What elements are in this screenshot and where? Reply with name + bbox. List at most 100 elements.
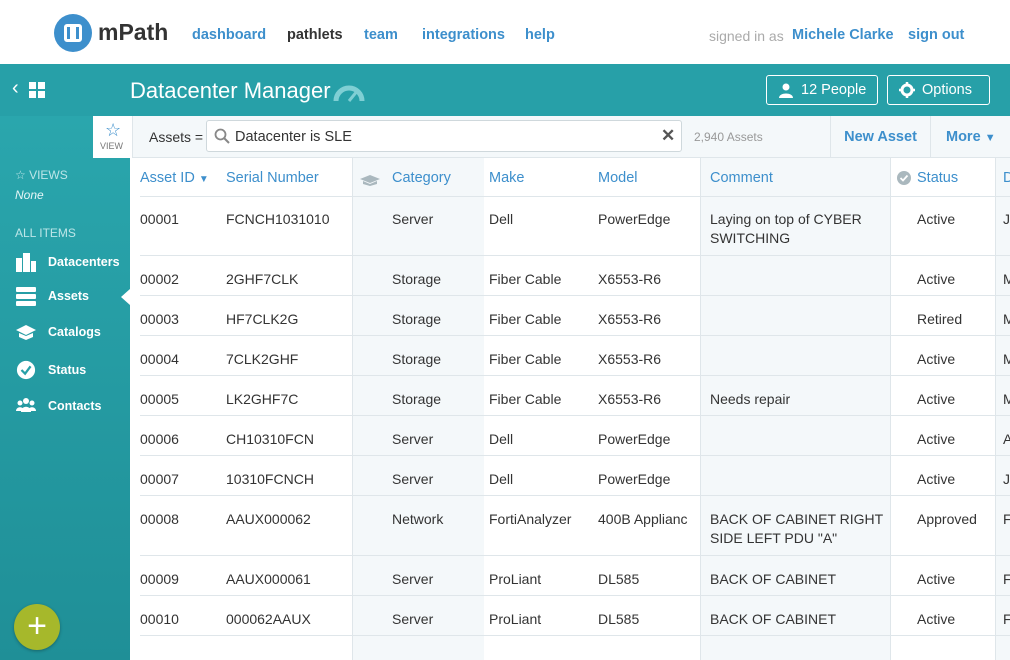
cell-d: M [1003, 391, 1010, 407]
nav-dashboard[interactable]: dashboard [192, 27, 267, 43]
cell-serial: 7CLK2GHF [226, 351, 299, 367]
column-divider [352, 158, 353, 660]
cell-make: Fiber Cable [489, 271, 562, 287]
sidebar-item-assets[interactable]: Assets [0, 281, 130, 311]
view-button[interactable]: ☆ VIEW [93, 116, 133, 158]
cell-serial: FCNCH1031010 [226, 211, 330, 227]
column-header-make[interactable]: Make [489, 170, 525, 186]
nav-integrations[interactable]: integrations [422, 27, 505, 43]
app-name[interactable]: mPath [98, 19, 169, 45]
app-grid-icon[interactable] [29, 82, 45, 98]
column-header-comment[interactable]: Comment [710, 170, 773, 186]
column-divider [700, 158, 701, 660]
sidebar-item-label: Catalogs [48, 325, 101, 339]
cell-make: Fiber Cable [489, 311, 562, 327]
page-title: Datacenter Manager [130, 78, 331, 103]
new-asset-button[interactable]: New Asset [830, 116, 930, 158]
cell-d: J( [1003, 211, 1010, 227]
cell-asset-id: 00005 [140, 391, 179, 407]
people-icon [16, 398, 36, 412]
table-row[interactable]: 00010 000062AAUX Server ProLiant DL585 BACK O… [140, 596, 1010, 636]
people-button-label: 12 People [801, 82, 867, 98]
search-input[interactable]: Datacenter is SLE ✕ [206, 120, 682, 152]
cell-d: F [1003, 511, 1010, 527]
cell-model: DL585 [598, 611, 640, 627]
assets-table: Asset ID ▼ Serial Number Category Make M… [130, 158, 1010, 660]
clear-search-icon[interactable]: ✕ [661, 126, 676, 145]
cell-status: Active [917, 391, 956, 407]
sidebar: ☆ VIEWS None ALL ITEMS Datacenters Asset… [0, 116, 130, 660]
cell-status: Active [917, 211, 956, 227]
cell-status: Active [917, 351, 956, 367]
sign-out-link[interactable]: sign out [908, 27, 965, 43]
cell-d: M [1003, 351, 1010, 367]
cell-make: Dell [489, 471, 514, 487]
table-row[interactable]: 00006 CH10310FCN Server Dell PowerEdge Active… [140, 416, 1010, 456]
cell-make: Fiber Cable [489, 351, 562, 367]
chevron-down-icon: ▼ [984, 132, 996, 144]
cell-comment: BACK OF CABINET RIGHT SIDE LEFT PDU "A" [710, 511, 883, 546]
user-name-link[interactable]: Michele Clarke [792, 27, 894, 43]
back-chevron-icon[interactable]: ‹ [12, 77, 19, 99]
column-band [352, 158, 484, 660]
column-header-d[interactable]: D [1003, 170, 1010, 186]
mpath-logo-icon[interactable] [54, 14, 92, 52]
views-value[interactable]: None [15, 188, 44, 202]
cell-category: Server [392, 611, 434, 627]
views-heading: ☆ VIEWS [15, 168, 68, 182]
cell-status: Active [917, 571, 956, 587]
sidebar-item-catalogs[interactable]: Catalogs [0, 317, 130, 347]
sidebar-item-status[interactable]: Status [0, 355, 130, 385]
check-circle-icon [16, 360, 36, 380]
options-button[interactable]: Options [887, 75, 990, 105]
table-row[interactable]: 00003 HF7CLK2G Storage Fiber Cable X6553-R6 R… [140, 296, 1010, 336]
cell-category: Server [392, 471, 434, 487]
sidebar-item-label: Status [48, 363, 87, 377]
cell-model: X6553-R6 [598, 391, 662, 407]
cell-make: ProLiant [489, 571, 542, 587]
table-row[interactable]: 00001 FCNCH1031010 Server Dell PowerEdge Layi… [140, 196, 1010, 256]
cell-comment: Laying on top of CYBER SWITCHING [710, 211, 862, 246]
table-row[interactable]: 00005 LK2GHF7C Storage Fiber Cable X6553-R6 N… [140, 376, 1010, 416]
cell-d: A [1003, 431, 1010, 447]
table-row[interactable]: 00004 7CLK2GHF Storage Fiber Cable X6553-R6 A… [140, 336, 1010, 376]
catalog-icon [16, 325, 36, 340]
cell-comment: Needs repair [710, 391, 791, 407]
person-icon [779, 83, 793, 98]
column-header-model[interactable]: Model [598, 170, 638, 186]
more-label: More [946, 129, 981, 145]
cell-status: Active [917, 611, 956, 627]
nav-pathlets[interactable]: pathlets [287, 27, 343, 43]
cell-model: PowerEdge [598, 471, 671, 487]
sidebar-item-contacts[interactable]: Contacts [0, 391, 130, 421]
column-header-category[interactable]: Category [392, 170, 451, 186]
column-header-status[interactable]: Status [917, 170, 959, 186]
cell-status: Active [917, 271, 956, 287]
sidebar-item-datacenters[interactable]: Datacenters [0, 247, 130, 277]
nav-team[interactable]: team [364, 27, 398, 43]
cell-serial: CH10310FCN [226, 431, 314, 447]
cell-make: Dell [489, 211, 514, 227]
signed-in-label: signed in as [709, 28, 784, 44]
cell-serial: 2GHF7CLK [226, 271, 299, 287]
cell-model: X6553-R6 [598, 311, 662, 327]
filter-bar: ☆ VIEW Assets = Datacenter is SLE ✕ 2,94… [93, 116, 1010, 158]
cell-category: Network [392, 511, 444, 527]
nav-help[interactable]: help [525, 27, 555, 43]
people-button[interactable]: 12 People [766, 75, 878, 105]
table-row[interactable]: 00002 2GHF7CLK Storage Fiber Cable X6553-R6 A… [140, 256, 1010, 296]
server-icon [16, 287, 36, 306]
cell-category: Storage [392, 351, 442, 367]
table-row[interactable]: 00009 AAUX000061 Server ProLiant DL585 BACK O… [140, 556, 1010, 596]
column-header-asset-id[interactable]: Asset ID ▼ [140, 170, 209, 186]
add-button[interactable]: + [14, 604, 60, 650]
table-row[interactable]: 00008 AAUX000062 Network FortiAnalyzer 400B … [140, 496, 1010, 556]
table-row[interactable]: 00007 10310FCNCH Server Dell PowerEdge Active… [140, 456, 1010, 496]
check-circle-icon [897, 171, 911, 185]
more-menu-button[interactable]: More ▼ [930, 116, 1010, 158]
cell-model: 400B Applianc [598, 511, 688, 527]
header-divider [140, 196, 1010, 197]
cell-status: Active [917, 471, 956, 487]
active-item-indicator [121, 289, 130, 305]
column-header-serial[interactable]: Serial Number [226, 170, 319, 186]
